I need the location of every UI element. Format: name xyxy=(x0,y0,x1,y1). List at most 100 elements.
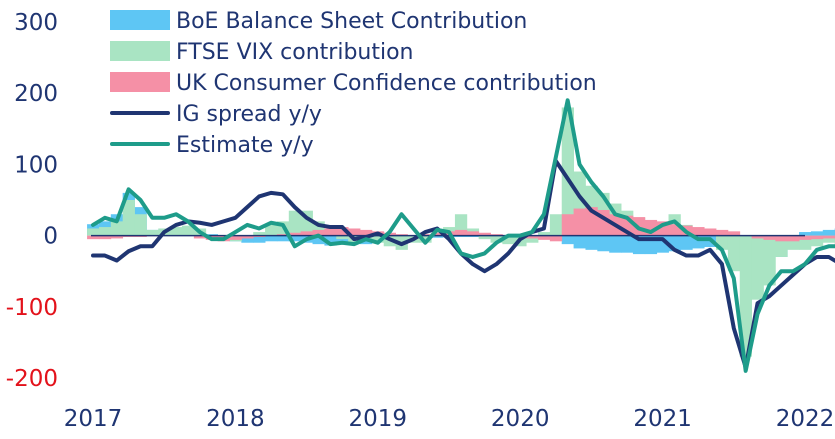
bar xyxy=(810,235,824,247)
x-tick-label: 2018 xyxy=(206,406,265,432)
bar xyxy=(704,228,717,236)
bar xyxy=(87,228,100,236)
bar xyxy=(336,227,349,236)
bar xyxy=(324,235,337,246)
x-tick-label: 2022 xyxy=(776,406,835,432)
y-tick-label: 200 xyxy=(14,81,58,107)
x-tick-label: 2017 xyxy=(64,406,123,432)
bar xyxy=(799,235,812,240)
bar xyxy=(241,235,254,239)
bar xyxy=(348,228,361,236)
bar xyxy=(739,235,752,357)
bar xyxy=(490,235,503,243)
legend-swatch xyxy=(110,72,170,92)
bar xyxy=(193,235,207,239)
lines-layer xyxy=(91,98,835,373)
bar xyxy=(324,228,337,236)
y-tick-label: -100 xyxy=(6,295,58,321)
bar xyxy=(360,229,373,236)
y-axis-ticks: 300 200 100 0 -100 -200 xyxy=(6,10,58,392)
x-tick-label: 2020 xyxy=(491,406,550,432)
bar xyxy=(122,200,135,236)
bar xyxy=(276,235,290,242)
legend: BoE Balance Sheet Contribution FTSE VIX c… xyxy=(110,9,597,158)
bar xyxy=(98,235,112,240)
line-series-1 xyxy=(91,98,835,373)
bar xyxy=(146,229,159,236)
bar xyxy=(775,235,788,242)
bar xyxy=(265,224,278,236)
bar xyxy=(822,235,835,243)
bar xyxy=(526,235,539,243)
bar xyxy=(561,235,574,245)
bar xyxy=(668,224,681,236)
bar xyxy=(692,227,705,236)
bar xyxy=(787,235,800,242)
x-tick-label: 2021 xyxy=(633,406,692,432)
bar xyxy=(573,235,586,249)
bar xyxy=(454,229,468,236)
bar xyxy=(751,235,764,239)
bar xyxy=(300,231,313,236)
x-axis-ticks: 2017 2018 2019 2020 2021 2022 xyxy=(64,406,835,432)
bar xyxy=(621,235,634,253)
y-tick-label: 100 xyxy=(14,152,58,178)
bar xyxy=(312,235,325,245)
bar xyxy=(253,232,266,236)
bar xyxy=(288,210,302,236)
bar xyxy=(87,235,100,240)
bar xyxy=(597,235,610,252)
bar xyxy=(763,235,776,286)
y-tick-label: 300 xyxy=(14,10,58,36)
bar xyxy=(751,235,764,300)
bar xyxy=(98,227,112,236)
bar xyxy=(799,232,812,236)
bar xyxy=(288,235,302,242)
legend-label: UK Consumer Confidence contribution xyxy=(176,71,597,96)
bar xyxy=(466,231,480,236)
bar xyxy=(170,227,183,236)
bar xyxy=(716,229,729,236)
bar xyxy=(822,229,835,236)
bar xyxy=(585,235,598,250)
bar xyxy=(573,208,586,236)
bar xyxy=(763,235,776,240)
bar xyxy=(478,232,491,236)
bar xyxy=(502,235,515,245)
bar xyxy=(288,232,302,236)
bar xyxy=(549,214,563,236)
bar xyxy=(680,235,693,250)
bar xyxy=(371,235,385,243)
bar xyxy=(110,235,124,239)
bar xyxy=(609,235,622,253)
bar xyxy=(526,235,539,239)
legend-label: Estimate y/y xyxy=(176,133,314,158)
bar xyxy=(241,235,254,243)
bar xyxy=(431,235,444,238)
bar xyxy=(549,235,563,242)
bar xyxy=(727,235,741,272)
bar xyxy=(538,235,551,240)
bar xyxy=(253,235,266,243)
legend-label: BoE Balance Sheet Contribution xyxy=(176,9,527,34)
bar xyxy=(810,231,824,236)
legend-label: FTSE VIX contribution xyxy=(176,40,414,65)
legend-swatch xyxy=(110,10,170,30)
bar xyxy=(561,107,574,236)
bar xyxy=(110,221,124,236)
bar xyxy=(336,235,349,245)
legend-swatch xyxy=(110,41,170,61)
bar xyxy=(419,235,432,243)
y-tick-label: -200 xyxy=(6,366,58,392)
bar xyxy=(134,214,147,236)
bar xyxy=(561,214,574,236)
legend-label: IG spread y/y xyxy=(176,102,322,127)
x-tick-label: 2019 xyxy=(349,406,408,432)
bar xyxy=(810,235,824,240)
bar xyxy=(265,235,278,242)
bar xyxy=(727,231,741,236)
bar xyxy=(478,235,491,240)
bar xyxy=(538,232,551,236)
